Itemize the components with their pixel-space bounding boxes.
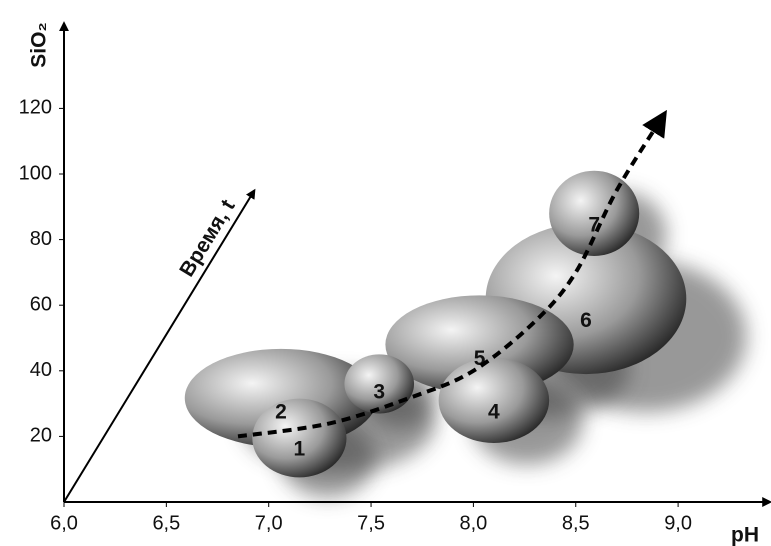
region-label: 4 bbox=[488, 401, 500, 424]
region-label: 2 bbox=[275, 400, 287, 423]
y-tick-label: 100 bbox=[19, 162, 52, 184]
y-tick-label: 120 bbox=[19, 97, 52, 119]
y-tick-label: 60 bbox=[30, 293, 52, 315]
region-label: 3 bbox=[373, 380, 385, 403]
region-label: 6 bbox=[580, 309, 592, 332]
regions bbox=[185, 171, 687, 478]
x-tick-label: 6,5 bbox=[152, 512, 180, 534]
y-tick-label: 20 bbox=[30, 425, 52, 447]
y-tick-label: 40 bbox=[30, 359, 52, 381]
x-tick-label: 7,5 bbox=[357, 512, 385, 534]
y-axis-label: SiO₂ bbox=[28, 22, 51, 68]
x-axis-label: pH bbox=[731, 524, 759, 546]
x-tick-label: 9,0 bbox=[664, 512, 692, 534]
y-tick-label: 80 bbox=[30, 228, 52, 250]
x-tick-label: 8,5 bbox=[562, 512, 590, 534]
region-label: 5 bbox=[474, 347, 486, 370]
x-tick-label: 8,0 bbox=[459, 512, 487, 534]
x-tick-label: 7,0 bbox=[255, 512, 283, 534]
region-label: 1 bbox=[294, 437, 306, 460]
time-arrow bbox=[64, 190, 254, 502]
x-tick-label: 6,0 bbox=[50, 512, 78, 534]
chart: 6,0 6,5 7,0 7,5 8,0 8,5 9,0 20 40 60 80 100 120 12 3 4 5… bbox=[0, 0, 771, 546]
